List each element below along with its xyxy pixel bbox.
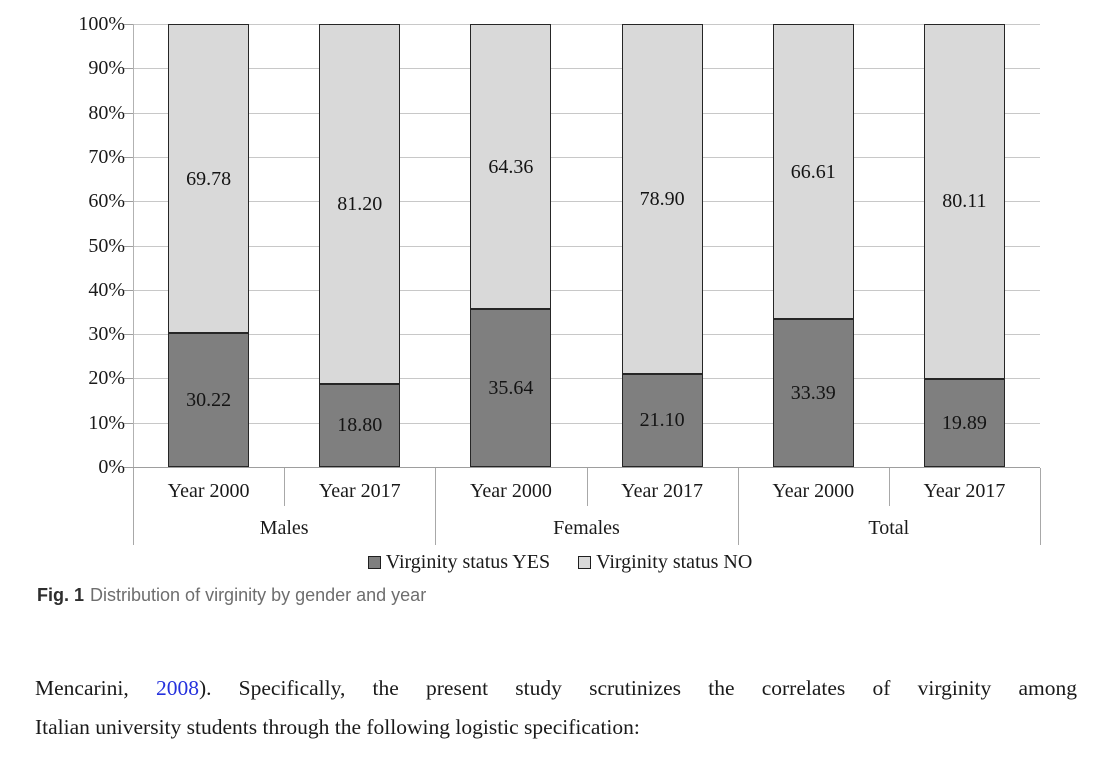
x-axis-category-label: Year 2000 [167,480,250,502]
bar-total-year-2017: 80.11 19.89 [923,24,1005,467]
bar-value-no: 81.20 [337,192,383,215]
gridline [133,24,1040,25]
y-axis-tick-label: 0% [98,456,125,478]
figure-caption: Fig. 1 Distribution of virginity by gende… [37,583,426,607]
y-axis-tick [123,289,133,291]
bar-value-no: 69.78 [186,167,232,190]
x-axis-group-label-total: Total [868,517,910,539]
bar-males-year-2017: 81.20 18.80 [319,24,401,467]
paragraph: Mencarini, 2008). Specifically, the pres… [35,669,1077,747]
gridline [133,201,1040,203]
paragraph-text-before-citation: Mencarini, [35,676,156,700]
paragraph-line-1: Mencarini, 2008). Specifically, the pres… [35,669,1077,708]
legend-swatch-icon [367,556,381,569]
year-separator-line [586,468,588,506]
legend-label: Virginity status NO [596,551,753,573]
bar-females-year-2000: 64.36 35.64 [470,24,552,467]
y-axis-tick-label: 50% [88,234,125,257]
y-axis-tick-label: 40% [88,278,125,301]
bar-segment-yes [471,308,551,466]
bar-value-yes: 35.64 [488,377,534,400]
y-axis-line [133,24,134,467]
x-axis-category-label: Year 2017 [923,480,1006,502]
year-separator-line [284,468,286,506]
bar-males-year-2000: 69.78 30.22 [168,24,250,467]
stacked-bar-chart: 0% 10% 20% 30% 40% 50% 60% 70% 80% 90% 100% 69.78 30… [78,13,1041,545]
y-axis-tick-label: 100% [78,13,125,35]
y-axis-tick [123,378,133,380]
bar-segment-yes [924,377,1004,466]
y-axis-tick [123,156,133,158]
x-axis-line [133,467,1040,468]
bar-segment-yes [773,318,853,466]
year-separator-line [888,468,890,506]
y-axis-tick-label: 80% [88,101,125,124]
gridline [133,156,1040,158]
gridline [133,422,1040,424]
group-separator-line [133,468,134,545]
legend-label: Virginity status YES [385,551,551,573]
group-separator-line [435,468,437,545]
gridline [133,112,1040,114]
gridline [133,245,1040,247]
legend-swatch-icon [578,556,592,569]
bar-value-no: 64.36 [488,155,534,178]
gridline [133,68,1040,70]
y-axis-tick [123,68,133,70]
bar-females-year-2017: 78.90 21.10 [621,24,703,467]
x-axis-group-label-females: Females [553,517,620,539]
bar-segment-yes [622,372,702,466]
paragraph-text-after-citation: ). Specifically, the present study scrut… [198,676,1077,700]
y-axis-tick-label: 70% [88,145,125,168]
bar-value-no: 66.61 [790,160,836,183]
bar-segment-yes [320,382,400,466]
bar-segment-yes [169,332,249,466]
y-axis-tick [123,112,133,114]
bar-value-no: 80.11 [942,190,987,213]
y-axis-tick [123,201,133,203]
x-axis-category-label: Year 2000 [469,480,552,502]
gridline [133,334,1040,336]
bar-value-yes: 18.80 [337,414,383,437]
x-axis-category-label: Year 2017 [621,480,703,502]
y-axis-tick-label: 20% [88,367,125,390]
y-axis-tick [123,334,133,336]
legend-item-no: Virginity status NO [578,551,752,574]
bar-value-yes: 30.22 [186,389,232,412]
bar-value-yes: 21.10 [639,409,685,432]
y-axis-tick [123,422,133,424]
figure-caption-label: Fig. 1 [37,585,85,605]
paragraph-line-2: Italian university students through the … [35,715,640,739]
y-axis-tick-label: 60% [88,190,125,213]
x-axis-group-label-males: Males [259,517,309,539]
legend-item-yes: Virginity status YES [367,551,551,574]
group-separator-line [1040,468,1041,545]
y-axis-tick-label: 10% [88,411,125,434]
chart-legend: Virginity status YES Virginity status NO [80,551,1040,574]
group-separator-line [737,468,739,545]
y-axis-tick-label: 30% [88,323,125,346]
bar-value-yes: 33.39 [790,382,836,405]
x-axis-category-label: Year 2017 [318,480,401,502]
x-axis-category-label: Year 2000 [772,480,855,502]
y-axis-tick [123,245,133,247]
bar-value-yes: 19.89 [941,411,987,434]
y-axis-tick [123,467,133,468]
y-axis-tick-label: 90% [88,57,125,80]
gridline [133,378,1040,380]
figure-caption-text: Distribution of virginity by gender and … [90,585,427,605]
bar-total-year-2000: 66.61 33.39 [772,24,854,467]
gridline [133,289,1040,291]
bar-value-no: 78.90 [639,187,685,210]
citation-link-2008[interactable]: 2008 [155,676,199,700]
y-axis-tick [123,24,133,25]
